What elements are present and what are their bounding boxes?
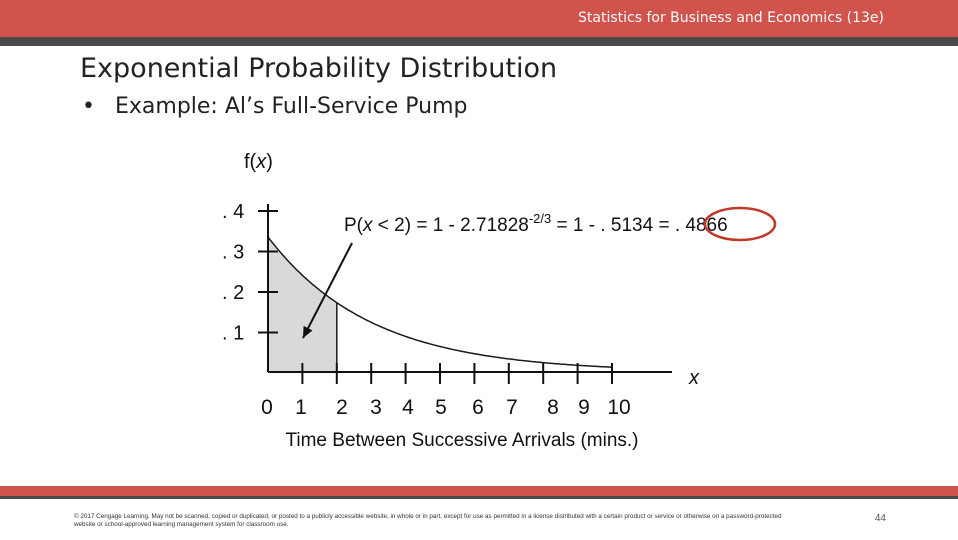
shaded-probability-area	[268, 237, 337, 372]
x-tick-label: 3	[370, 396, 382, 419]
y-tick-label: . 4	[222, 201, 244, 223]
bullet-item: • Example: Al’s Full-Service Pump	[82, 94, 468, 119]
x-tick-label: 9	[578, 396, 590, 419]
x-tick-label: 2	[336, 396, 348, 419]
x-axis-variable-label: x	[688, 367, 700, 389]
x-tick-label: 8	[547, 396, 559, 419]
y-tick-label: . 2	[222, 282, 244, 304]
header-bar	[0, 0, 958, 37]
x-tick-label: 0	[261, 396, 273, 419]
y-tick-label: . 1	[222, 323, 244, 345]
bullet-text: Example: Al’s Full-Service Pump	[114, 94, 468, 119]
header-underline	[0, 37, 958, 46]
x-tick-label: 7	[506, 396, 518, 419]
x-tick-label: 1	[295, 396, 307, 419]
book-title: Statistics for Business and Economics (1…	[578, 10, 884, 26]
page-number: 44	[874, 513, 886, 524]
y-label-f: f(	[244, 151, 257, 173]
x-tick-label: 10	[607, 396, 630, 419]
y-label-var: x	[255, 151, 267, 173]
x-tick-label: 4	[402, 396, 414, 419]
annotation-pointer-arrow	[302, 242, 353, 339]
x-tick-label: 5	[435, 396, 447, 419]
slide-title: Exponential Probability Distribution	[80, 53, 558, 84]
annotation-result: . 4866	[675, 215, 728, 236]
exponential-chart: . 4. 3. 2. 1 0 1 2 3 4 5 6 7 8 9 10 f(x) x Time Be…	[222, 151, 777, 451]
footer-bar	[0, 486, 958, 496]
copyright-notice: © 2017 Cengage Learning. May not be scan…	[74, 513, 782, 528]
result-highlight-circle	[703, 206, 777, 242]
x-axis-title: Time Between Successive Arrivals (mins.)	[285, 430, 638, 451]
probability-annotation: P(x < 2) = 1 - 2.71828-2/3 = 1 - . 5134 …	[344, 211, 728, 236]
y-tick-group: . 4 . 3 . 2 . 1	[222, 201, 278, 345]
annotation-exponent: -2/3	[529, 211, 551, 226]
annotation-var: x	[362, 215, 374, 236]
y-axis-label: f(x)	[244, 151, 273, 173]
annotation-relation: < 2) = 1 - 2.71828	[373, 215, 529, 236]
footer-underline	[0, 496, 958, 499]
y-label-close: )	[266, 151, 273, 173]
bullet-marker: •	[82, 94, 95, 119]
x-tick-group: 0 1 2 3 4 5 6 7 8 9 10	[261, 363, 631, 419]
annotation-prefix: P(	[344, 215, 364, 236]
x-tick-label: 6	[472, 396, 484, 419]
annotation-pointer-arrowhead	[303, 325, 313, 338]
y-tick-label: . 3	[222, 242, 244, 264]
annotation-rest: = 1 - . 5134 =	[551, 215, 675, 236]
